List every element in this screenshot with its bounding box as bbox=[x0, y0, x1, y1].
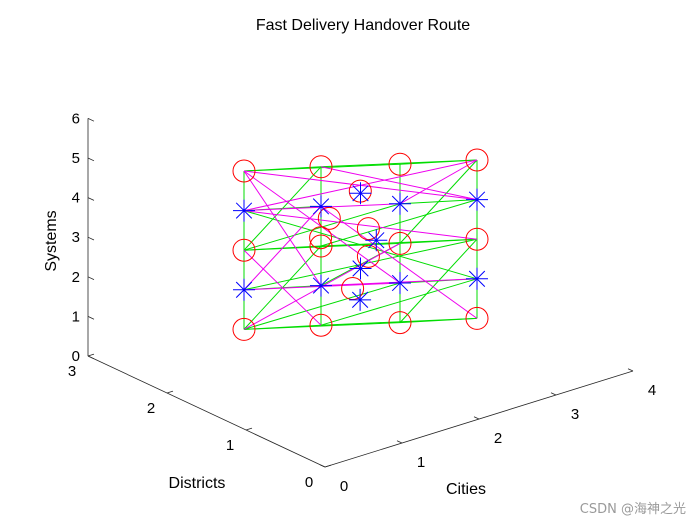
green-route-segment bbox=[243, 210, 478, 280]
circle-marker bbox=[388, 152, 412, 176]
y-axis-line bbox=[87, 355, 326, 468]
x-tick-label: 1 bbox=[417, 454, 425, 471]
asterisk-marker bbox=[310, 274, 332, 297]
chart-title: Fast Delivery Handover Route bbox=[256, 17, 470, 34]
circle-marker bbox=[388, 231, 412, 255]
y-tick bbox=[324, 464, 332, 468]
circle-marker bbox=[465, 227, 489, 251]
magenta-route-segment bbox=[399, 159, 478, 205]
asterisk-marker bbox=[389, 272, 411, 294]
y-tick bbox=[87, 353, 95, 357]
magenta-route-segment bbox=[320, 166, 478, 201]
x-tick bbox=[396, 440, 403, 444]
y-tick bbox=[166, 390, 174, 394]
asterisk-marker bbox=[466, 188, 488, 211]
asterisk-marker bbox=[466, 267, 488, 290]
z-tick-label: 2 bbox=[72, 269, 80, 286]
x-tick bbox=[627, 368, 634, 372]
circle-marker bbox=[465, 306, 489, 330]
z-tick bbox=[87, 276, 95, 280]
z-tick-label: 4 bbox=[72, 190, 80, 207]
asterisk-marker bbox=[349, 288, 372, 311]
circle-marker bbox=[309, 226, 333, 250]
green-route-segment bbox=[243, 163, 401, 172]
circle-marker bbox=[232, 317, 256, 341]
x-tick-label: 2 bbox=[494, 430, 502, 447]
x-tick bbox=[319, 464, 326, 468]
green-route-segment bbox=[399, 317, 478, 324]
z-tick bbox=[87, 236, 95, 241]
y-tick-label: 0 bbox=[305, 474, 313, 491]
z-tick bbox=[87, 197, 95, 201]
x-tick-label: 0 bbox=[340, 478, 348, 495]
y-tick-label: 2 bbox=[147, 400, 155, 417]
asterisk-marker bbox=[233, 199, 255, 222]
circle-marker bbox=[356, 217, 380, 241]
circle-marker bbox=[309, 313, 333, 337]
green-route-segment bbox=[243, 322, 401, 330]
magenta-route-segment bbox=[320, 205, 478, 319]
x-tick bbox=[473, 416, 480, 420]
asterisk-marker bbox=[389, 192, 411, 215]
circle-marker bbox=[317, 206, 341, 230]
z-tick bbox=[87, 157, 95, 162]
z-tick bbox=[87, 118, 95, 122]
z-tick-label: 5 bbox=[72, 150, 80, 167]
asterisk-marker bbox=[365, 229, 388, 252]
green-route-segment bbox=[243, 282, 401, 330]
circle-marker bbox=[465, 148, 489, 172]
circle-marker bbox=[232, 238, 256, 262]
circle-marker bbox=[356, 244, 380, 268]
route-lines bbox=[243, 159, 478, 330]
magenta-route-segment bbox=[243, 170, 322, 286]
y-tick bbox=[245, 427, 253, 431]
z-tick-label: 3 bbox=[72, 229, 80, 246]
green-route-segment bbox=[320, 199, 478, 247]
z-tick-label: 0 bbox=[72, 348, 80, 365]
x-tick-label: 4 bbox=[648, 382, 656, 399]
circle-marker bbox=[232, 159, 256, 183]
point-markers bbox=[232, 148, 489, 341]
green-route-segment bbox=[399, 159, 478, 165]
y-tick-label: 1 bbox=[226, 437, 234, 454]
x-tick bbox=[550, 392, 557, 396]
watermark: CSDN @海神之光 bbox=[579, 502, 686, 517]
y-axis-label: Districts bbox=[169, 475, 226, 492]
green-route-segment bbox=[320, 278, 478, 326]
asterisk-marker bbox=[233, 278, 255, 301]
circle-marker bbox=[309, 155, 333, 179]
asterisk-marker bbox=[310, 195, 332, 218]
z-tick-label: 6 bbox=[72, 110, 80, 127]
z-tick bbox=[87, 316, 95, 320]
asterisk-marker bbox=[349, 257, 372, 280]
green-route-segment bbox=[399, 159, 478, 244]
y-tick-label: 3 bbox=[68, 363, 76, 380]
magenta-route-segment bbox=[243, 206, 322, 291]
green-route-segment bbox=[399, 238, 478, 244]
z-tick bbox=[87, 355, 95, 360]
z-axis-label: Systems bbox=[43, 210, 60, 271]
asterisk-marker bbox=[349, 182, 372, 205]
z-tick-label: 1 bbox=[72, 308, 80, 325]
x-tick-label: 3 bbox=[571, 406, 579, 423]
x-axis-label: Cities bbox=[446, 481, 486, 498]
magenta-route-segment bbox=[243, 210, 478, 240]
circle-marker bbox=[309, 234, 333, 258]
circle-marker bbox=[388, 311, 412, 335]
